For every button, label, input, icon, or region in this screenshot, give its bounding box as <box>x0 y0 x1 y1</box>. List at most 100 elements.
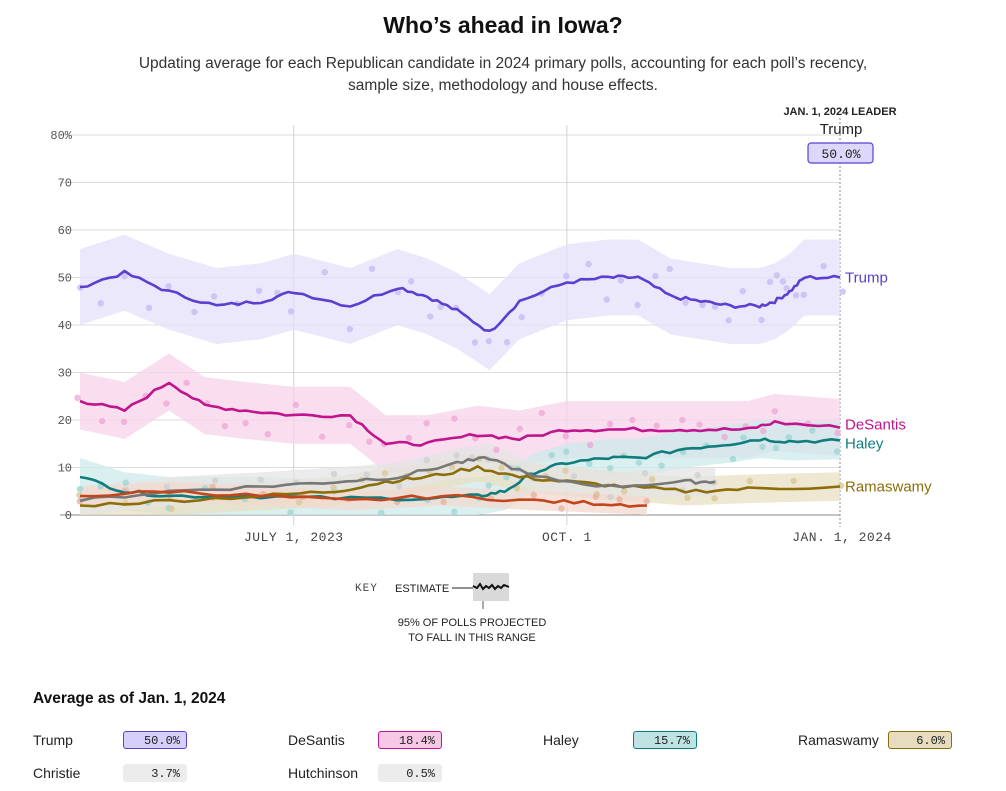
poll-dot-trump <box>773 272 781 279</box>
poll-dot-haley <box>563 448 570 455</box>
poll-dot-ramaswamy <box>562 467 569 474</box>
end-label-desantis: DeSantis <box>845 417 906 434</box>
poll-dot-ramaswamy <box>498 464 505 471</box>
poll-dot-trump <box>471 339 479 346</box>
poll-dot-trump <box>346 325 354 333</box>
poll-dot-desantis <box>834 429 841 437</box>
poll-dot-pence <box>558 505 565 512</box>
poll-dot-trump <box>121 273 128 280</box>
poll-dot-trump <box>97 300 104 307</box>
poll-dot-christie <box>163 483 171 491</box>
poll-dot-trump <box>287 308 295 315</box>
poll-dot-desantis <box>516 425 524 432</box>
poll-dot-christie <box>423 456 430 464</box>
poll-dot-trump <box>800 291 807 299</box>
poll-dot-ramaswamy <box>621 488 628 495</box>
poll-dot-desantis <box>221 422 229 430</box>
chart-title: Who’s ahead in Iowa? <box>383 12 623 38</box>
y-tick-label: 10 <box>58 462 72 476</box>
key-estimate-line <box>472 582 510 591</box>
poll-dot-ramaswamy <box>381 470 389 477</box>
leader-heading: JAN. 1, 2024 LEADER <box>783 106 896 118</box>
average-christie: Christie 3.7% <box>33 764 187 782</box>
poll-dot-trump <box>518 313 525 321</box>
poll-dot-desantis <box>242 419 249 427</box>
poll-dot-ramaswamy <box>330 484 337 491</box>
leader-value: 50.0% <box>821 147 860 162</box>
poll-dot-desantis <box>493 446 500 454</box>
leader-callout: JAN. 1, 2024 LEADER Trump 50.0% <box>783 106 897 164</box>
leader-value-box <box>807 142 874 164</box>
x-tick-label: OCT. 1 <box>542 530 592 545</box>
poll-dot-desantis <box>629 416 636 424</box>
poll-dot-desantis <box>653 422 660 429</box>
poll-dot-haley <box>785 434 793 441</box>
poll-dot-ramaswamy <box>648 476 656 483</box>
poll-dot-desantis <box>721 433 728 441</box>
x-axis-labels: JULY 1, 2023 OCT. 1 JAN. 1, 2024 <box>244 530 891 545</box>
poll-dot-trump <box>792 292 800 299</box>
x-tick-label: JULY 1, 2023 <box>244 530 344 545</box>
average-value: 18.4% <box>378 731 442 749</box>
key-estimate-label: ESTIMATE <box>395 583 449 595</box>
poll-dot-trump <box>321 268 328 276</box>
line-pence <box>79 489 648 508</box>
band-trump <box>80 234 840 371</box>
poll-dot-desantis <box>163 400 170 407</box>
poll-dot-desantis <box>606 420 614 428</box>
poll-dot-desantis <box>538 409 545 417</box>
poll-dot-haley <box>607 464 614 472</box>
poll-dot-haley <box>740 434 747 441</box>
poll-dot-desantis <box>696 421 703 428</box>
poll-dot-trump <box>666 265 673 273</box>
poll-dot-christie <box>453 452 460 459</box>
end-label-ramaswamy: Ramaswamy <box>845 479 932 496</box>
poll-dot-haley <box>759 443 766 451</box>
poll-dot-trump <box>485 337 492 345</box>
poll-dot-haley <box>729 455 737 463</box>
y-tick-label: 30 <box>58 367 72 381</box>
poll-dot-trump <box>617 277 625 284</box>
poll-dot-trump <box>820 262 827 270</box>
line-trump <box>79 269 841 332</box>
average-value: 6.0% <box>888 731 952 749</box>
poll-dot-pence <box>530 491 537 499</box>
key-range-label-2: TO FALL IN THIS RANGE <box>408 632 536 644</box>
poll-dot-christie <box>211 477 219 484</box>
line-christie <box>79 455 716 503</box>
poll-dot-christie <box>396 482 403 490</box>
poll-dot-trump <box>725 317 732 324</box>
poll-dot-haley <box>503 473 510 481</box>
poll-dot-desantis <box>586 441 594 449</box>
poll-dot-christie <box>607 493 614 501</box>
poll-dot-ramaswamy <box>790 477 798 485</box>
poll-dot-desantis <box>74 394 81 402</box>
poll-dot-desantis <box>562 433 570 440</box>
line-desantis <box>79 381 841 447</box>
poll-dot-christie <box>257 476 264 483</box>
poll-dot-desantis <box>423 420 430 427</box>
end-label-haley: Haley <box>845 435 884 452</box>
poll-dot-christie <box>363 471 370 478</box>
poll-dot-haley <box>772 444 780 452</box>
poll-dot-christie <box>694 471 701 479</box>
trend-lines <box>79 269 841 508</box>
poll-dot-trump <box>758 316 765 324</box>
confidence-bands <box>80 234 840 515</box>
poll-dot-trump <box>585 260 592 268</box>
y-axis-labels: 80% 70 60 50 40 30 20 10 0 <box>50 129 72 523</box>
poll-dot-trump <box>210 293 218 300</box>
poll-dot-ramaswamy <box>684 494 691 502</box>
end-label-trump: Trump <box>845 270 888 287</box>
average-hutchinson: Hutchinson 0.5% <box>288 764 442 782</box>
poll-dot-christie <box>641 470 649 477</box>
average-ramaswamy: Ramaswamy 6.0% <box>798 731 952 749</box>
poll-dot-trump <box>407 278 415 285</box>
poll-dot-haley <box>548 451 555 459</box>
poll-dot-trump <box>603 296 610 303</box>
chart-key: KEY ESTIMATE 95% OF POLLS PROJECTED TO F… <box>355 573 546 644</box>
poll-dot-trump <box>191 308 198 316</box>
poll-dot-pence <box>616 496 623 503</box>
average-desantis: DeSantis 18.4% <box>288 731 442 749</box>
poll-dot-haley <box>287 509 294 516</box>
